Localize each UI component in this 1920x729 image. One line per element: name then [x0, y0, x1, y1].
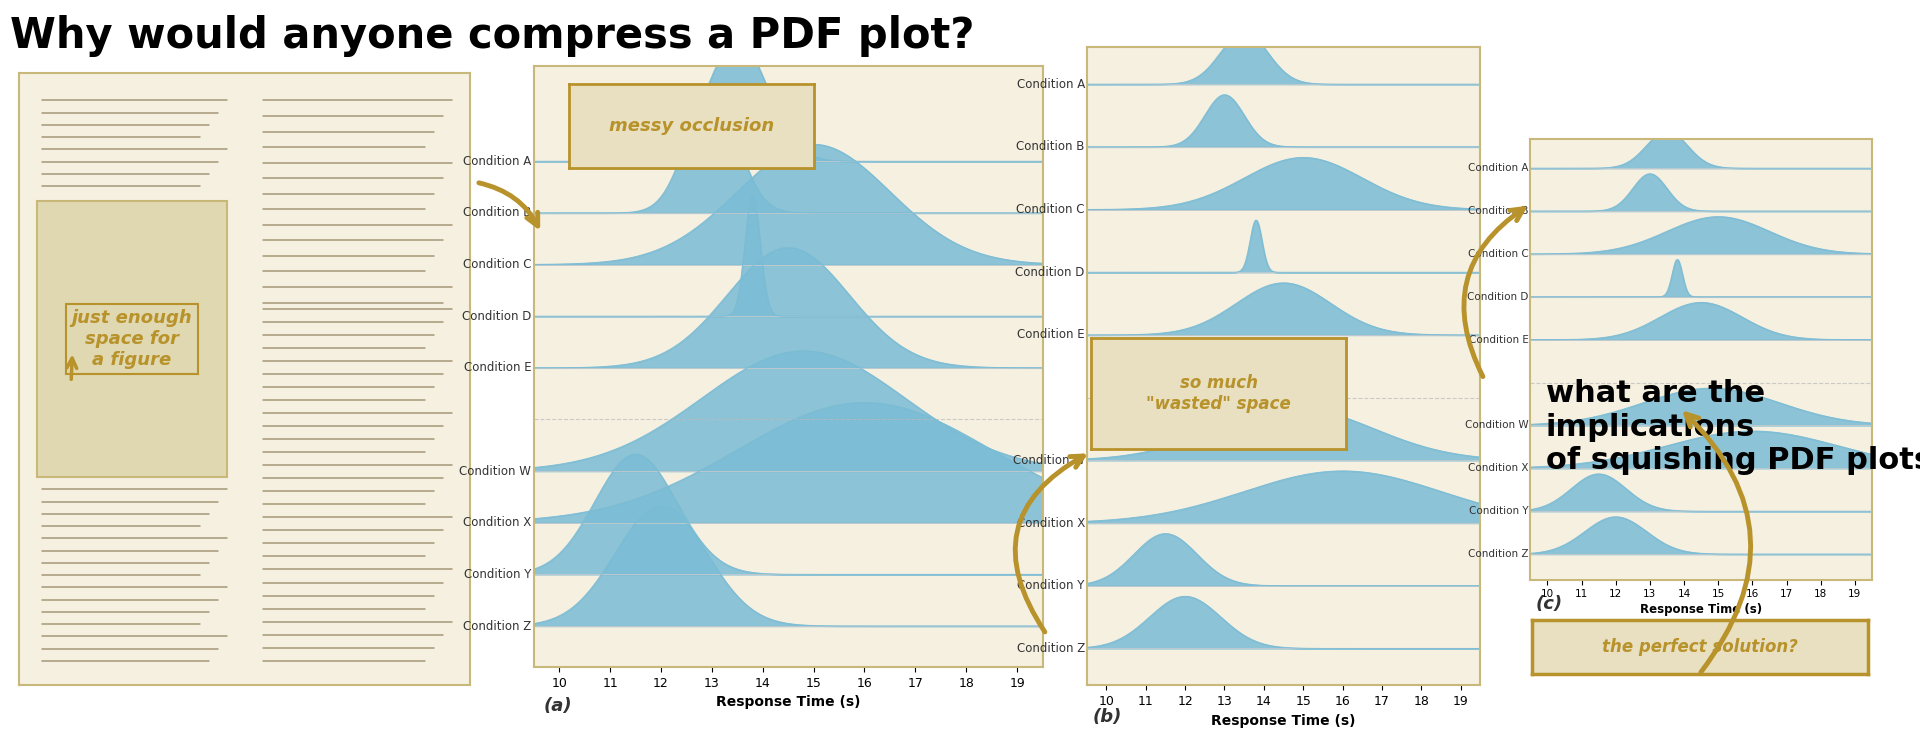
Text: Condition X: Condition X	[1016, 517, 1085, 529]
FancyBboxPatch shape	[36, 201, 227, 477]
Text: the perfect solution?: the perfect solution?	[1601, 638, 1799, 656]
Text: Condition X: Condition X	[1469, 464, 1528, 473]
Text: Condition D: Condition D	[1467, 292, 1528, 302]
Text: Condition C: Condition C	[1467, 249, 1528, 259]
Text: just enough
space for
a figure: just enough space for a figure	[71, 310, 192, 369]
Text: what are the
implications
of squishing PDF plots?: what are the implications of squishing P…	[1546, 379, 1920, 475]
Text: Condition A: Condition A	[1469, 163, 1528, 174]
Text: (a): (a)	[543, 697, 572, 714]
Text: Condition X: Condition X	[463, 516, 532, 529]
Text: (c): (c)	[1536, 595, 1563, 612]
Text: Condition Y: Condition Y	[1018, 580, 1085, 592]
Text: Condition Y: Condition Y	[465, 568, 532, 581]
Text: Condition Z: Condition Z	[463, 620, 532, 633]
Text: Condition W: Condition W	[1465, 421, 1528, 430]
Text: Condition Y: Condition Y	[1469, 506, 1528, 516]
Text: Condition E: Condition E	[463, 362, 532, 374]
Text: Condition B: Condition B	[1016, 141, 1085, 153]
Text: Condition D: Condition D	[1016, 266, 1085, 278]
Text: (b): (b)	[1092, 708, 1121, 725]
FancyArrowPatch shape	[67, 358, 77, 379]
Text: Condition Z: Condition Z	[1016, 642, 1085, 655]
Text: Condition C: Condition C	[463, 258, 532, 271]
Text: Condition C: Condition C	[1016, 203, 1085, 216]
Text: Condition B: Condition B	[1469, 206, 1528, 216]
Text: Condition W: Condition W	[459, 464, 532, 477]
X-axis label: Response Time (s): Response Time (s)	[1212, 714, 1356, 728]
Text: Condition W: Condition W	[1014, 454, 1085, 467]
Text: Condition A: Condition A	[463, 155, 532, 168]
Text: Condition B: Condition B	[463, 206, 532, 219]
X-axis label: Response Time (s): Response Time (s)	[1640, 604, 1763, 617]
X-axis label: Response Time (s): Response Time (s)	[716, 695, 860, 709]
Text: Why would anyone compress a PDF plot?: Why would anyone compress a PDF plot?	[10, 15, 973, 57]
Text: Condition E: Condition E	[1018, 329, 1085, 341]
Text: Condition A: Condition A	[1016, 78, 1085, 90]
Text: Condition Z: Condition Z	[1469, 549, 1528, 559]
Text: Condition D: Condition D	[463, 310, 532, 323]
Text: Condition E: Condition E	[1469, 335, 1528, 345]
